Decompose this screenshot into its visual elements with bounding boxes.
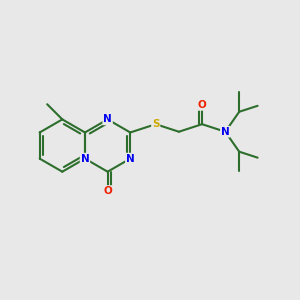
Text: N: N — [103, 114, 112, 124]
Text: S: S — [152, 119, 160, 129]
Text: O: O — [103, 186, 112, 196]
Text: N: N — [221, 127, 230, 137]
Text: N: N — [126, 154, 135, 164]
Text: O: O — [198, 100, 206, 110]
Text: N: N — [81, 154, 89, 164]
